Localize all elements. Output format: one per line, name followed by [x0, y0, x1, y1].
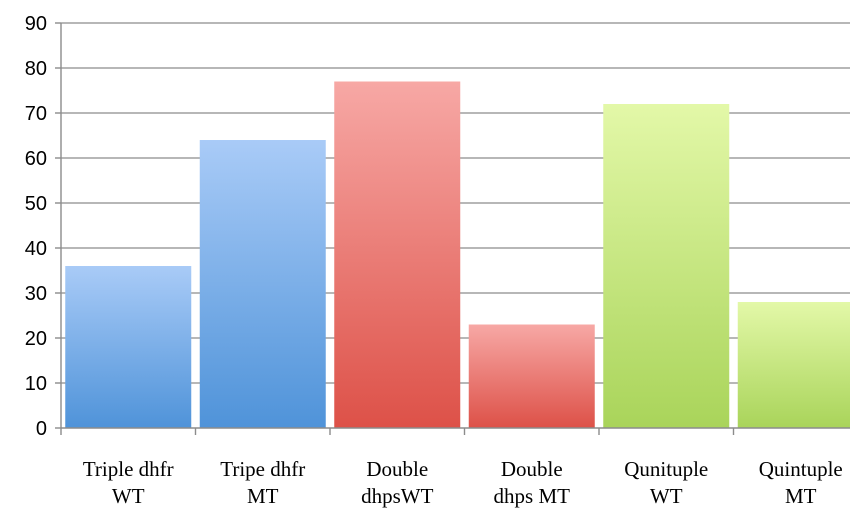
x-tick-label: dhpsWT — [361, 484, 433, 508]
y-tick-label: 0 — [36, 418, 47, 440]
x-tick-label: Qunituple — [624, 457, 708, 481]
y-tick-label: 20 — [25, 328, 47, 350]
y-tick-label: 10 — [25, 373, 47, 395]
y-tick-label: 90 — [25, 13, 47, 35]
y-tick-label: 60 — [25, 148, 47, 170]
axes — [55, 22, 850, 435]
y-tick-label: 40 — [25, 238, 47, 260]
y-tick-label: 80 — [25, 58, 47, 80]
x-tick-label: MT — [247, 484, 279, 508]
x-tick-label: MT — [785, 484, 817, 508]
x-tick-label: Triple dhfr — [83, 457, 174, 481]
x-tick-label: dhps MT — [494, 484, 571, 508]
x-tick-label: Double — [366, 457, 428, 481]
bar-2 — [199, 140, 326, 428]
x-tick-label: Double — [501, 457, 563, 481]
bar-1 — [65, 266, 192, 428]
x-tick-label: WT — [112, 484, 145, 508]
x-tick-labels: Triple dhfr WT Tripe dhfr MT Double dhpsWT Dou… — [83, 457, 843, 508]
y-tick-label: 50 — [25, 193, 47, 215]
bar-3 — [334, 81, 461, 428]
x-tick-label: Quintuple — [759, 457, 843, 481]
x-tick-label: WT — [650, 484, 683, 508]
x-tick-label: Tripe dhfr — [220, 457, 305, 481]
y-tick-labels: 0 10 20 30 40 50 60 70 80 90 — [25, 13, 47, 440]
bar-4 — [468, 324, 595, 428]
bar-5 — [603, 104, 730, 428]
y-tick-label: 30 — [25, 283, 47, 305]
bars — [65, 81, 850, 428]
y-tick-label: 70 — [25, 103, 47, 125]
bar-6 — [737, 302, 850, 428]
